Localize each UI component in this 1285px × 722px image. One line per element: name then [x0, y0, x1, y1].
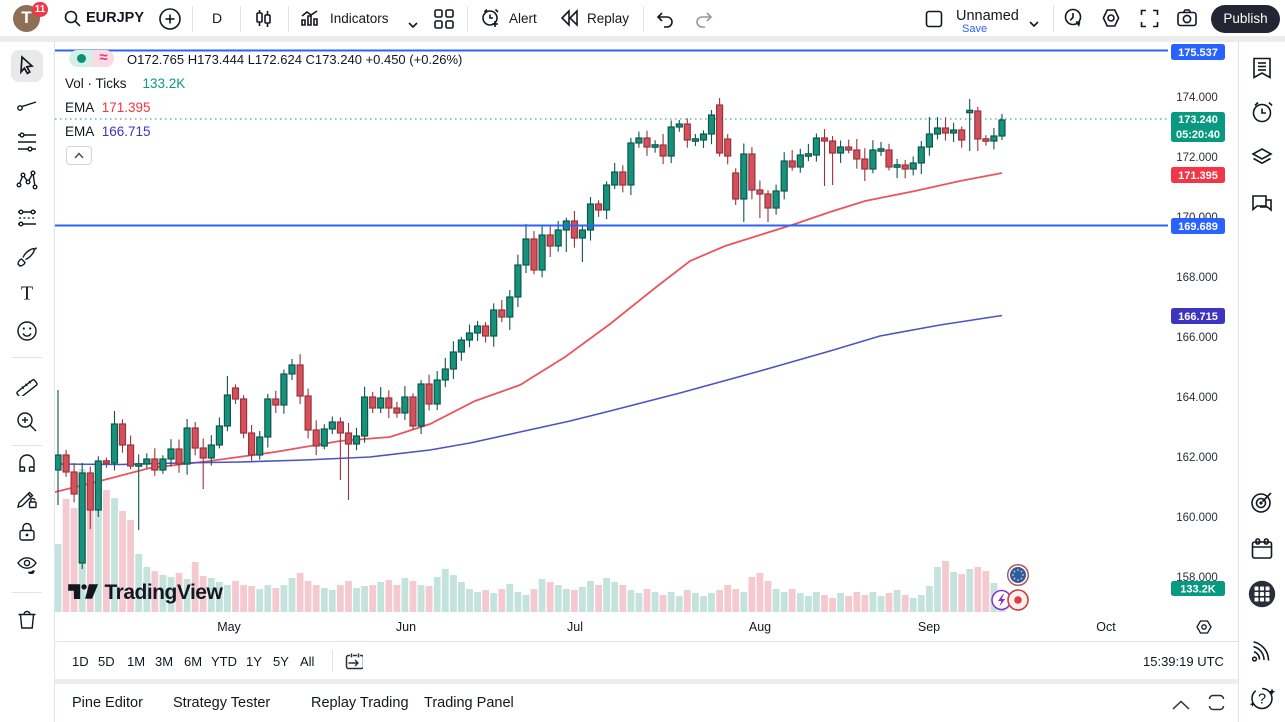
svg-text:05:20:40: 05:20:40 [1176, 129, 1220, 141]
svg-text:162.000: 162.000 [1176, 452, 1218, 464]
svg-text:173.240: 173.240 [1178, 114, 1218, 126]
svg-text:166.000: 166.000 [1176, 332, 1218, 344]
svg-text:171.395: 171.395 [1178, 170, 1218, 182]
svg-text:164.000: 164.000 [1176, 392, 1218, 404]
svg-text:Jun: Jun [396, 620, 416, 634]
svg-text:174.000: 174.000 [1176, 92, 1218, 104]
svg-text:Aug: Aug [749, 620, 771, 634]
svg-text:168.000: 168.000 [1176, 272, 1218, 284]
svg-text:Oct: Oct [1096, 620, 1116, 634]
svg-text:133.2K: 133.2K [1180, 584, 1216, 596]
svg-text:?: ? [1258, 692, 1266, 708]
svg-text:Sep: Sep [918, 620, 940, 634]
svg-text:Jul: Jul [567, 620, 583, 634]
svg-text:TradingView: TradingView [105, 581, 224, 604]
svg-text:169.689: 169.689 [1178, 221, 1218, 233]
svg-text:160.000: 160.000 [1176, 512, 1218, 524]
svg-text:May: May [217, 620, 241, 634]
svg-text:166.715: 166.715 [1178, 311, 1218, 323]
svg-text:175.537: 175.537 [1178, 47, 1218, 59]
svg-text:172.000: 172.000 [1176, 152, 1218, 164]
svg-text:T: T [21, 283, 33, 305]
